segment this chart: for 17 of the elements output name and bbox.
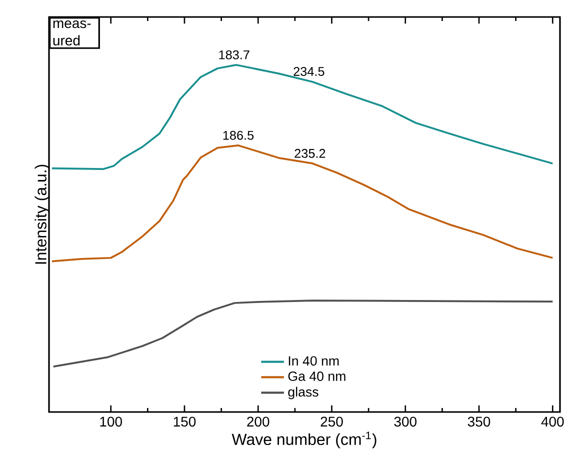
legend-label: Ga 40 nm [288, 372, 346, 381]
annotation: 186.5 [223, 130, 254, 140]
legend-label: glass [288, 386, 318, 400]
annotation: 183.7 [219, 50, 250, 60]
x-tick-label: 150 [174, 416, 196, 427]
legend-label: In 40 nm [288, 356, 339, 366]
annotation: 234.5 [294, 66, 324, 76]
x-tick-label: 250 [320, 416, 343, 427]
x-axis-title: Wave number (cm$^{-1}$) [232, 432, 376, 448]
x-tick-label: 100 [100, 416, 122, 427]
x-tick-label: 300 [394, 416, 416, 427]
x-tick-label: 350 [468, 416, 490, 427]
x-tick-label: 400 [541, 416, 564, 427]
text: meas-ured [53, 20, 91, 46]
y-axis-title: Intensity (a.u.) [34, 164, 50, 264]
x-tick-label: 200 [247, 416, 270, 427]
annotation: 235.2 [294, 148, 326, 158]
